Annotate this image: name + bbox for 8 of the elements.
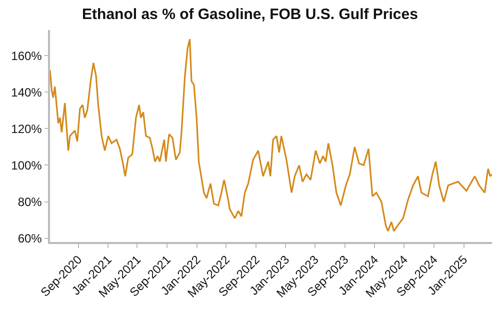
y-tick-label: 160%	[11, 48, 42, 63]
y-tick-label: 120%	[11, 122, 42, 136]
y-tick-label: 140%	[11, 85, 42, 100]
line-series	[50, 38, 492, 232]
chart-title: Ethanol as % of Gasoline, FOB U.S. Gulf Prices	[82, 6, 418, 23]
y-tick-label: 100%	[11, 158, 42, 172]
y-tick-label: 80%	[18, 194, 42, 209]
y-tick-label: 60%	[18, 232, 42, 246]
